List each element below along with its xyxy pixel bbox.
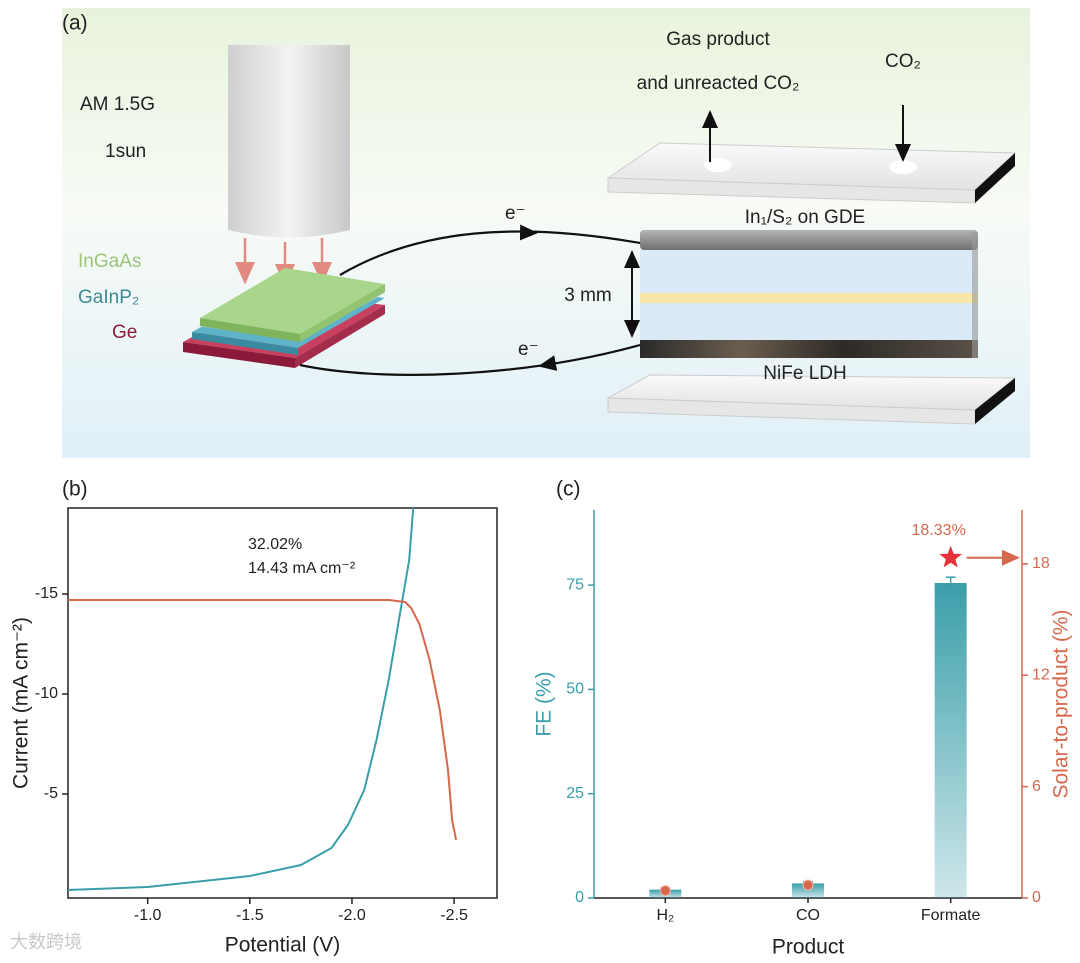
label: CO₂ [885,51,921,72]
label: and unreacted CO₂ [637,73,800,94]
data-line [68,599,458,841]
x-axis-title: Potential (V) [225,934,341,957]
point-marker [802,879,814,891]
y2-axis-title: Solar-to-product (%) [1050,609,1073,798]
panel-label: (a) [62,12,88,35]
y2-tick-label: 6 [1032,778,1041,795]
bottom-plate [606,374,1017,425]
label: InGaAs [78,251,141,272]
bar [792,883,824,898]
y-tick-label: 75 [566,576,584,593]
electron-arrow [538,355,558,371]
y-tick-label: 25 [566,785,584,802]
bar [934,583,967,898]
x-tick-label: CO [796,907,820,924]
panel-label: (c) [556,478,581,501]
label: Gas product [666,29,770,50]
light-beam [228,45,350,238]
label: Ge [112,322,137,343]
data-line [67,507,415,891]
star-marker [939,545,963,568]
label: GaInP₂ [78,287,139,308]
label: AM 1.5G [80,94,155,115]
panel-a: (a) AM 1.5G 1sun InGaAs GaInP₂ Ge Gas pr… [62,8,1030,458]
value-label: 18.33% [912,522,966,539]
y-tick-label: -5 [44,785,58,802]
y2-tick-label: 18 [1032,555,1050,572]
x-tick-label: H₂ [656,907,674,924]
solar-cell [183,268,385,368]
point-marker [659,885,671,897]
y-tick-label: -15 [35,585,58,602]
x-axis-title: Product [772,936,845,959]
x-tick-label: -2.5 [440,907,468,924]
label: 3 mm [564,285,612,306]
y2-tick-label: 0 [1032,889,1041,906]
electron-arrow [519,224,538,241]
label: In₁/S₂ on GDE [745,207,865,228]
y-axis-title: Current (mA cm⁻²) [10,617,33,789]
wire [299,343,641,376]
label: e⁻ [505,203,526,224]
top-plate [606,142,1017,204]
x-tick-label: -2.0 [338,907,366,924]
y-tick-label: -10 [35,685,58,702]
electrolyzer [640,230,978,358]
label: NiFe LDH [763,363,846,384]
y-tick-label: 0 [575,889,584,906]
panel-label: (b) [62,478,88,501]
x-tick-label: -1.5 [236,907,264,924]
y-axis-title: FE (%) [533,671,556,736]
label: 1sun [105,141,146,162]
y-tick-label: 50 [566,681,584,698]
label: e⁻ [518,339,539,360]
annotation: 32.02% [248,536,302,553]
plot-frame [67,507,498,899]
x-tick-label: -1.0 [134,907,162,924]
x-tick-label: Formate [921,907,981,924]
annotation: 14.43 mA cm⁻² [248,560,356,577]
y2-tick-label: 12 [1032,666,1050,683]
wire [339,230,641,276]
watermark: 大数跨境 [10,932,82,952]
